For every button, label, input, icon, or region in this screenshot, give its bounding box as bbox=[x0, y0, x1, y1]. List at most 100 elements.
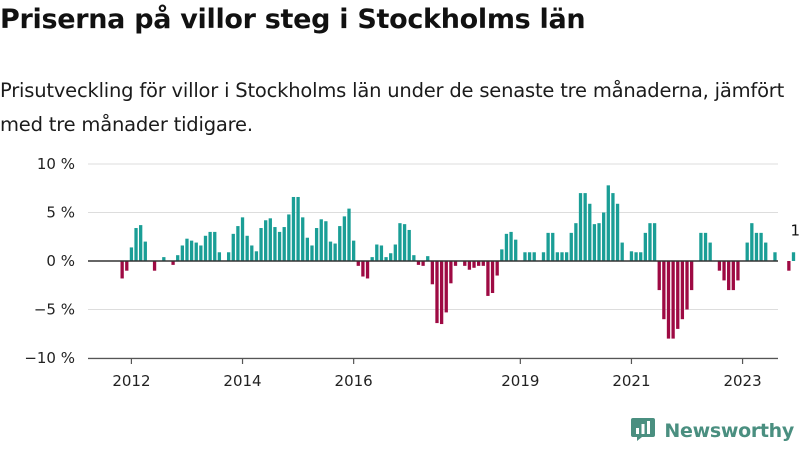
bar bbox=[375, 244, 379, 261]
bar bbox=[412, 255, 416, 261]
bar bbox=[606, 185, 610, 261]
bar bbox=[615, 203, 620, 261]
x-tick-label: 2023 bbox=[723, 372, 761, 390]
bar bbox=[259, 228, 263, 261]
bar bbox=[490, 261, 495, 294]
bar bbox=[407, 229, 411, 261]
x-tick-label: 2019 bbox=[501, 372, 539, 390]
bar bbox=[393, 244, 397, 261]
bar bbox=[731, 261, 735, 291]
bar bbox=[152, 261, 157, 271]
bar bbox=[398, 223, 402, 261]
bar bbox=[296, 196, 300, 261]
bar bbox=[291, 196, 296, 261]
bar bbox=[643, 232, 647, 261]
bar bbox=[574, 223, 578, 261]
bar bbox=[477, 261, 481, 266]
bar bbox=[592, 224, 597, 261]
bar bbox=[759, 232, 763, 261]
bar bbox=[352, 240, 356, 261]
bar bbox=[439, 261, 444, 325]
bar bbox=[379, 245, 384, 261]
bar bbox=[189, 240, 194, 261]
bar bbox=[597, 223, 601, 261]
bar bbox=[453, 261, 458, 266]
bar bbox=[634, 252, 638, 261]
bar bbox=[250, 245, 254, 261]
y-tick-label: −10 % bbox=[24, 349, 75, 367]
bar bbox=[560, 252, 564, 261]
bar bbox=[231, 233, 235, 261]
bar bbox=[514, 239, 518, 261]
bar bbox=[722, 261, 726, 281]
bar bbox=[314, 228, 319, 261]
bar bbox=[541, 252, 546, 261]
newsworthy-logo: Newsworthy bbox=[630, 418, 794, 444]
bar bbox=[750, 223, 754, 261]
bar bbox=[185, 238, 189, 261]
bar bbox=[199, 245, 203, 261]
bar bbox=[676, 261, 680, 329]
x-tick-label: 2012 bbox=[112, 372, 150, 390]
bar bbox=[430, 261, 435, 285]
axes bbox=[88, 260, 778, 364]
bar bbox=[180, 245, 184, 261]
y-tick-label: −5 % bbox=[34, 301, 75, 319]
bar bbox=[328, 241, 333, 261]
bars bbox=[120, 185, 796, 339]
bar bbox=[310, 245, 314, 261]
bar bbox=[555, 252, 560, 261]
bar bbox=[361, 261, 365, 277]
bar bbox=[523, 252, 527, 261]
bar bbox=[467, 261, 472, 270]
bar bbox=[736, 261, 740, 281]
bar bbox=[125, 261, 129, 271]
bar bbox=[365, 261, 370, 279]
x-tick-label: 2021 bbox=[612, 372, 650, 390]
chart-title: Priserna på villor steg i Stockholms län bbox=[0, 4, 586, 35]
bar bbox=[282, 227, 286, 261]
bar bbox=[486, 261, 490, 296]
bar bbox=[666, 261, 671, 339]
bar bbox=[699, 232, 703, 261]
bar bbox=[754, 232, 759, 261]
newsworthy-icon bbox=[630, 416, 656, 446]
y-tick-label: 0 % bbox=[46, 252, 75, 270]
bar bbox=[689, 261, 694, 291]
bar bbox=[657, 261, 661, 291]
bar bbox=[194, 242, 198, 261]
bar bbox=[791, 252, 796, 261]
bar bbox=[504, 233, 509, 261]
bar bbox=[356, 261, 360, 266]
bar bbox=[139, 225, 143, 261]
bar bbox=[384, 257, 388, 261]
bar bbox=[370, 257, 374, 261]
bar bbox=[268, 218, 272, 261]
bar bbox=[500, 249, 504, 261]
bar bbox=[143, 241, 147, 261]
bar bbox=[338, 226, 342, 261]
brand-name: Newsworthy bbox=[664, 420, 794, 442]
bar bbox=[449, 261, 453, 284]
bar bbox=[685, 261, 689, 310]
y-tick-label: 5 % bbox=[46, 204, 75, 222]
bar bbox=[416, 261, 421, 265]
bar bbox=[532, 252, 536, 261]
bar bbox=[240, 217, 245, 261]
bar bbox=[639, 252, 643, 261]
bar bbox=[569, 232, 573, 261]
bar bbox=[509, 231, 513, 261]
bar bbox=[134, 228, 138, 261]
bar bbox=[254, 251, 259, 261]
bar bbox=[481, 261, 485, 266]
bar bbox=[208, 231, 212, 261]
bar bbox=[551, 232, 555, 261]
bar bbox=[527, 252, 532, 261]
x-tick-label: 2016 bbox=[335, 372, 373, 390]
bar bbox=[662, 261, 666, 320]
bar bbox=[162, 257, 166, 261]
bar bbox=[435, 261, 439, 324]
bar bbox=[564, 252, 569, 261]
bar bbox=[727, 261, 731, 291]
